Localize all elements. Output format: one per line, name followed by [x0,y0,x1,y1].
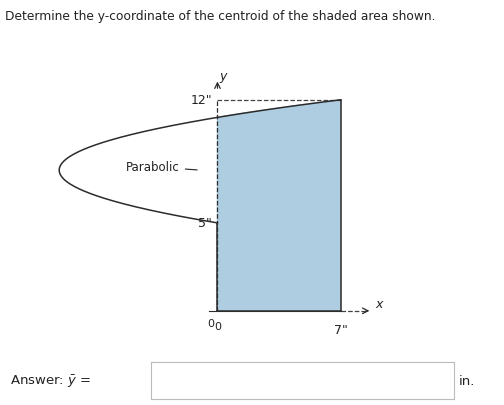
Text: 0: 0 [214,322,221,332]
Text: !: ! [437,373,444,388]
Text: y: y [219,70,226,83]
Text: 7": 7" [334,323,347,336]
Text: 12": 12" [191,94,212,107]
Text: 0: 0 [207,318,214,328]
Text: Answer: $\bar{y}$ =: Answer: $\bar{y}$ = [10,373,91,389]
Text: i: i [162,373,168,388]
Text: Determine the y-coordinate of the centroid of the shaded area shown.: Determine the y-coordinate of the centro… [5,10,435,23]
Text: in.: in. [459,374,475,387]
Text: Parabolic: Parabolic [126,161,197,174]
Text: x: x [376,298,383,311]
Text: 5": 5" [198,217,212,230]
Polygon shape [217,100,341,311]
